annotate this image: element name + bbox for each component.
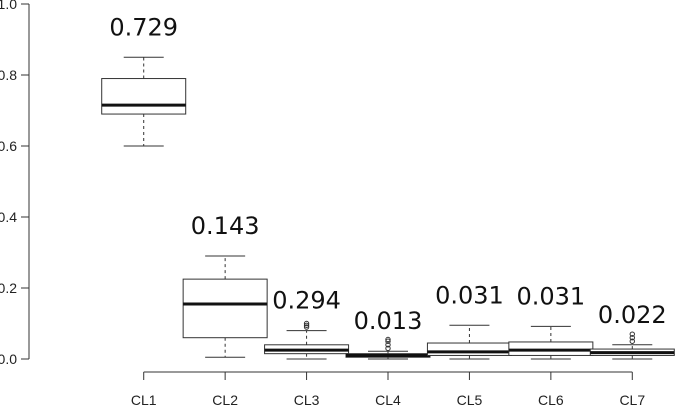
iqr-box: [182, 278, 268, 339]
x-axis: CL1 CL2 CL3 CL4 CL5 CL6 CL7: [131, 371, 645, 408]
outlier-point: [303, 324, 310, 330]
outlier-point: [385, 345, 391, 352]
outlier-point: [303, 320, 310, 327]
y-tick-label: 0.4: [0, 209, 17, 225]
y-tick-label: 0.0: [0, 351, 17, 367]
outlier-point: [385, 336, 391, 343]
outlier-point: [303, 322, 310, 328]
box-cl6: [508, 325, 594, 360]
outlier-point: [629, 331, 635, 337]
outlier-point: [629, 338, 635, 344]
iqr-box: [426, 342, 512, 356]
x-tick-label: CL5: [457, 392, 483, 408]
x-tick-label: CL2: [212, 392, 238, 408]
data-label-cl5: 0.031: [435, 281, 504, 309]
x-tick-label: CL4: [375, 392, 401, 408]
data-labels-group: 0.729 0.143 0.294 0.013 0.031 0.031 0.022: [109, 13, 666, 335]
outlier-point: [385, 338, 391, 344]
boxes-group: [101, 56, 675, 360]
data-label-cl3: 0.294: [272, 287, 341, 315]
box-cl5: [426, 324, 512, 360]
box-cl2: [182, 255, 268, 358]
y-tick-label: 1.0: [0, 0, 17, 12]
outlier-point: [385, 342, 391, 348]
box-cl1: [101, 56, 187, 147]
y-axis: 0.0 0.2 0.4 0.6 0.8 1.0: [0, 0, 30, 367]
data-label-cl4: 0.013: [354, 307, 423, 335]
y-tick-label: 0.6: [0, 138, 17, 154]
x-tick-label: CL6: [538, 392, 564, 408]
box-cl3: [264, 320, 350, 360]
iqr-box: [101, 78, 187, 115]
x-tick-label: CL7: [619, 392, 645, 408]
outlier-point: [629, 335, 635, 341]
data-label-cl7: 0.022: [598, 301, 667, 329]
y-tick-label: 0.2: [0, 280, 17, 296]
x-tick-label: CL1: [131, 392, 157, 408]
data-label-cl1: 0.729: [109, 13, 178, 41]
data-label-cl2: 0.143: [191, 212, 260, 240]
data-label-cl6: 0.031: [516, 282, 585, 310]
box-cl7: [589, 331, 675, 360]
box-cl4: [345, 336, 431, 360]
x-tick-label: CL3: [294, 392, 320, 408]
y-tick-label: 0.8: [0, 67, 17, 83]
